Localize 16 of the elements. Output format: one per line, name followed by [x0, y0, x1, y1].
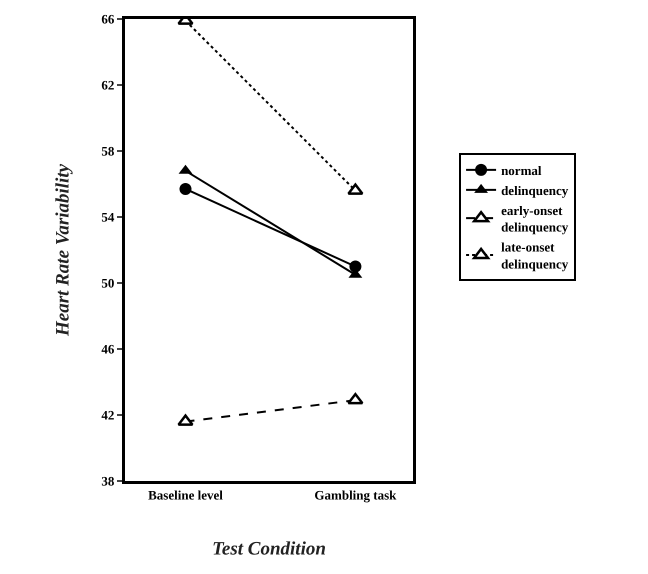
- y-axis-title: Heart Rate Variability: [52, 163, 74, 338]
- y-tick-label: 66: [101, 12, 115, 27]
- legend-label: late-onset delinquency: [501, 240, 569, 272]
- legend-label: normal: [501, 163, 542, 178]
- y-tick-label: 58: [101, 144, 115, 159]
- y-tick-label: 38: [101, 474, 115, 489]
- y-tick-label: 62: [101, 78, 114, 93]
- y-tick-label: 46: [101, 342, 115, 357]
- y-tick-label: 54: [101, 210, 115, 225]
- x-tick-label: Gambling task: [314, 488, 398, 503]
- x-tick-label: Baseline level: [148, 488, 224, 503]
- legend-label: delinquency: [501, 182, 569, 198]
- y-tick-label: 50: [101, 276, 114, 291]
- point: [179, 182, 192, 195]
- x-axis-title: Test Condition: [212, 538, 326, 560]
- y-tick-label: 42: [101, 408, 114, 423]
